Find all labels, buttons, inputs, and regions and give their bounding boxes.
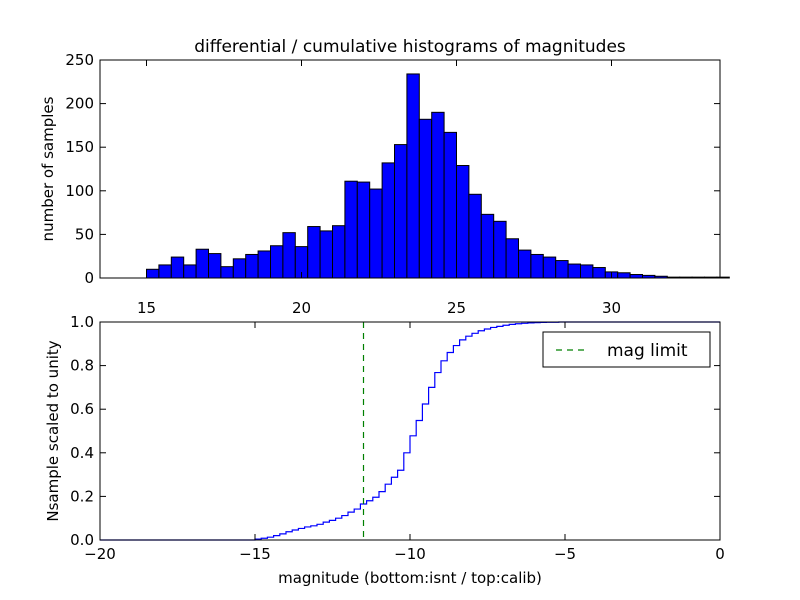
chart-title: differential / cumulative histograms of …: [194, 37, 626, 57]
histogram-y-tick-label: 200: [65, 95, 94, 113]
histogram-bar: [629, 274, 643, 279]
histogram-bar: [518, 249, 532, 279]
histogram-bar: [195, 248, 210, 279]
histogram-bar: [307, 226, 321, 279]
histogram-bar: [394, 144, 408, 279]
histogram-bar: [456, 165, 470, 279]
histogram-y-tick-label: 50: [75, 225, 94, 243]
histogram-bar: [369, 188, 383, 279]
histogram-bar: [158, 264, 172, 279]
cumulative-ticks: −20 −15 −10 −5 0 0.0 0.2 0.4 0.6 0.8 1.0: [70, 313, 725, 563]
cumulative-y-tick-label: 0.4: [70, 444, 94, 462]
cumulative-x-tick-label: −10: [394, 545, 426, 563]
histogram-y-axis-label: number of samples: [39, 96, 57, 241]
histogram-bar: [493, 220, 507, 279]
cumulative-y-tick-label: 0.8: [70, 357, 94, 375]
histogram-bar: [356, 181, 371, 279]
histogram-bars: [146, 73, 730, 279]
histogram-bar: [592, 267, 606, 279]
histogram-bar: [208, 253, 222, 279]
histogram-bar: [530, 253, 544, 279]
cumulative-y-tick-label: 0.6: [70, 400, 94, 418]
histogram-bar: [480, 213, 495, 279]
histogram-bar: [332, 225, 346, 279]
cumulative-x-axis-label: magnitude (bottom:isnt / top:calib): [278, 569, 542, 587]
histogram-bar: [183, 264, 197, 279]
cumulative-x-tick-label: 0: [715, 545, 725, 563]
histogram-bar: [468, 193, 482, 279]
histogram-bar: [319, 230, 334, 279]
histogram-bar: [555, 260, 569, 279]
histogram-bar: [381, 162, 396, 279]
histogram-y-tick-label: 150: [65, 138, 94, 156]
histogram-y-tick-label: 250: [65, 51, 94, 69]
histogram-bar: [418, 118, 433, 279]
histogram-bar: [443, 131, 458, 279]
histogram-bar: [617, 272, 631, 279]
histogram-y-tick-label: 100: [65, 182, 94, 200]
cumulative-step-line: [100, 321, 720, 541]
histogram-ticks: 15 20 25 30 0 50 100 150 200 250: [65, 51, 720, 317]
histogram-bar: [245, 253, 259, 279]
histogram-bar: [170, 256, 185, 279]
histogram-bar: [567, 263, 581, 279]
legend: mag limit: [542, 331, 711, 368]
histogram-bar: [406, 73, 420, 279]
histogram-bar: [542, 256, 557, 279]
histogram-x-tick-label: 30: [602, 299, 621, 317]
histogram-y-tick-label: 0: [84, 269, 94, 287]
histogram-x-tick-label: 20: [292, 299, 311, 317]
histogram-bar: [505, 238, 520, 279]
cumulative-x-tick-label: −20: [84, 545, 116, 563]
cumulative-x-tick-label: −5: [554, 545, 576, 563]
histogram-bar: [146, 268, 160, 279]
cumulative-y-tick-label: 0.2: [70, 487, 94, 505]
histogram-bar: [232, 258, 247, 279]
histogram-x-tick-label: 15: [137, 299, 156, 317]
cumulative-y-tick-label: 0.0: [70, 531, 94, 549]
histogram-bar: [282, 232, 296, 279]
cumulative-x-tick-label: −15: [239, 545, 271, 563]
histogram-bar: [344, 180, 358, 279]
cumulative-y-tick-label: 1.0: [70, 313, 94, 331]
histogram-bar: [220, 266, 234, 279]
histogram-bar: [580, 264, 594, 279]
legend-mag-limit-label: mag limit: [607, 341, 688, 361]
histogram-bar: [257, 250, 272, 279]
histogram-bar: [270, 245, 284, 279]
histogram-panel: 15 20 25 30 0 50 100 150 200 250 differential / c…: [39, 37, 730, 317]
histogram-x-tick-label: 25: [447, 299, 466, 317]
histogram-axes-frame: [99, 59, 721, 279]
histogram-bar: [431, 111, 445, 279]
cumulative-y-axis-label: Nsample scaled to unity: [44, 340, 62, 521]
cumulative-panel: −20 −15 −10 −5 0 0.0 0.2 0.4 0.6 0.8 1.0 magnitude…: [44, 313, 725, 587]
cumulative-lines: [100, 321, 720, 541]
